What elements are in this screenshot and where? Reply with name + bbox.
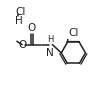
Text: N: N (46, 48, 54, 58)
Text: H: H (15, 16, 23, 26)
Text: O: O (18, 40, 26, 50)
Text: Cl: Cl (15, 7, 25, 17)
Text: H: H (47, 35, 53, 44)
Text: Cl: Cl (68, 28, 79, 38)
Text: O: O (28, 23, 36, 33)
